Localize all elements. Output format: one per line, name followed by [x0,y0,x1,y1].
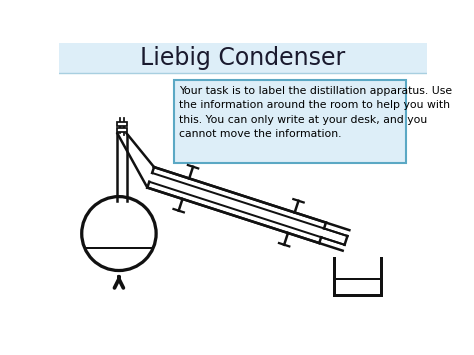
Bar [117,122,128,126]
Text: Your task is to label the distillation apparatus. Use
the information around the: Your task is to label the distillation a… [179,86,452,139]
Text: Liebig Condenser: Liebig Condenser [140,46,346,70]
FancyBboxPatch shape [174,80,406,163]
Bar [59,43,427,73]
Bar [117,128,128,132]
